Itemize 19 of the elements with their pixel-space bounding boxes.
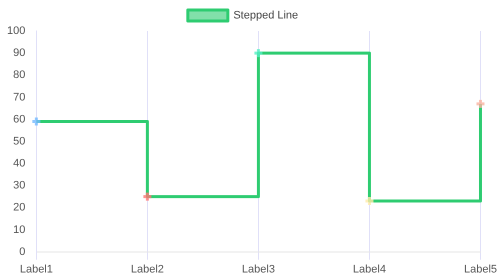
y-tick-label: 80 [13, 69, 26, 82]
x-tick-label: Label4 [352, 263, 386, 276]
y-tick-label: 100 [6, 25, 26, 38]
y-tick-label: 50 [13, 135, 26, 148]
point [142, 191, 153, 202]
legend-label: Stepped Line [233, 10, 298, 22]
y-tick-label: 70 [13, 91, 26, 104]
x-tick-label: Label2 [130, 263, 164, 276]
y-tick-label: 40 [13, 158, 26, 170]
y-tick-label: 0 [19, 246, 26, 258]
x-tick-label: Label1 [20, 263, 53, 276]
x-tick-label: Label5 [464, 263, 498, 276]
y-tick-label: 90 [13, 47, 26, 60]
y-tick-label: 20 [13, 202, 26, 214]
x-tick-label: Label3 [242, 263, 275, 276]
y-tick-label: 30 [13, 180, 26, 192]
y-tick-label: 10 [13, 224, 26, 236]
point [252, 48, 264, 59]
y-tick-label: 60 [13, 113, 26, 126]
